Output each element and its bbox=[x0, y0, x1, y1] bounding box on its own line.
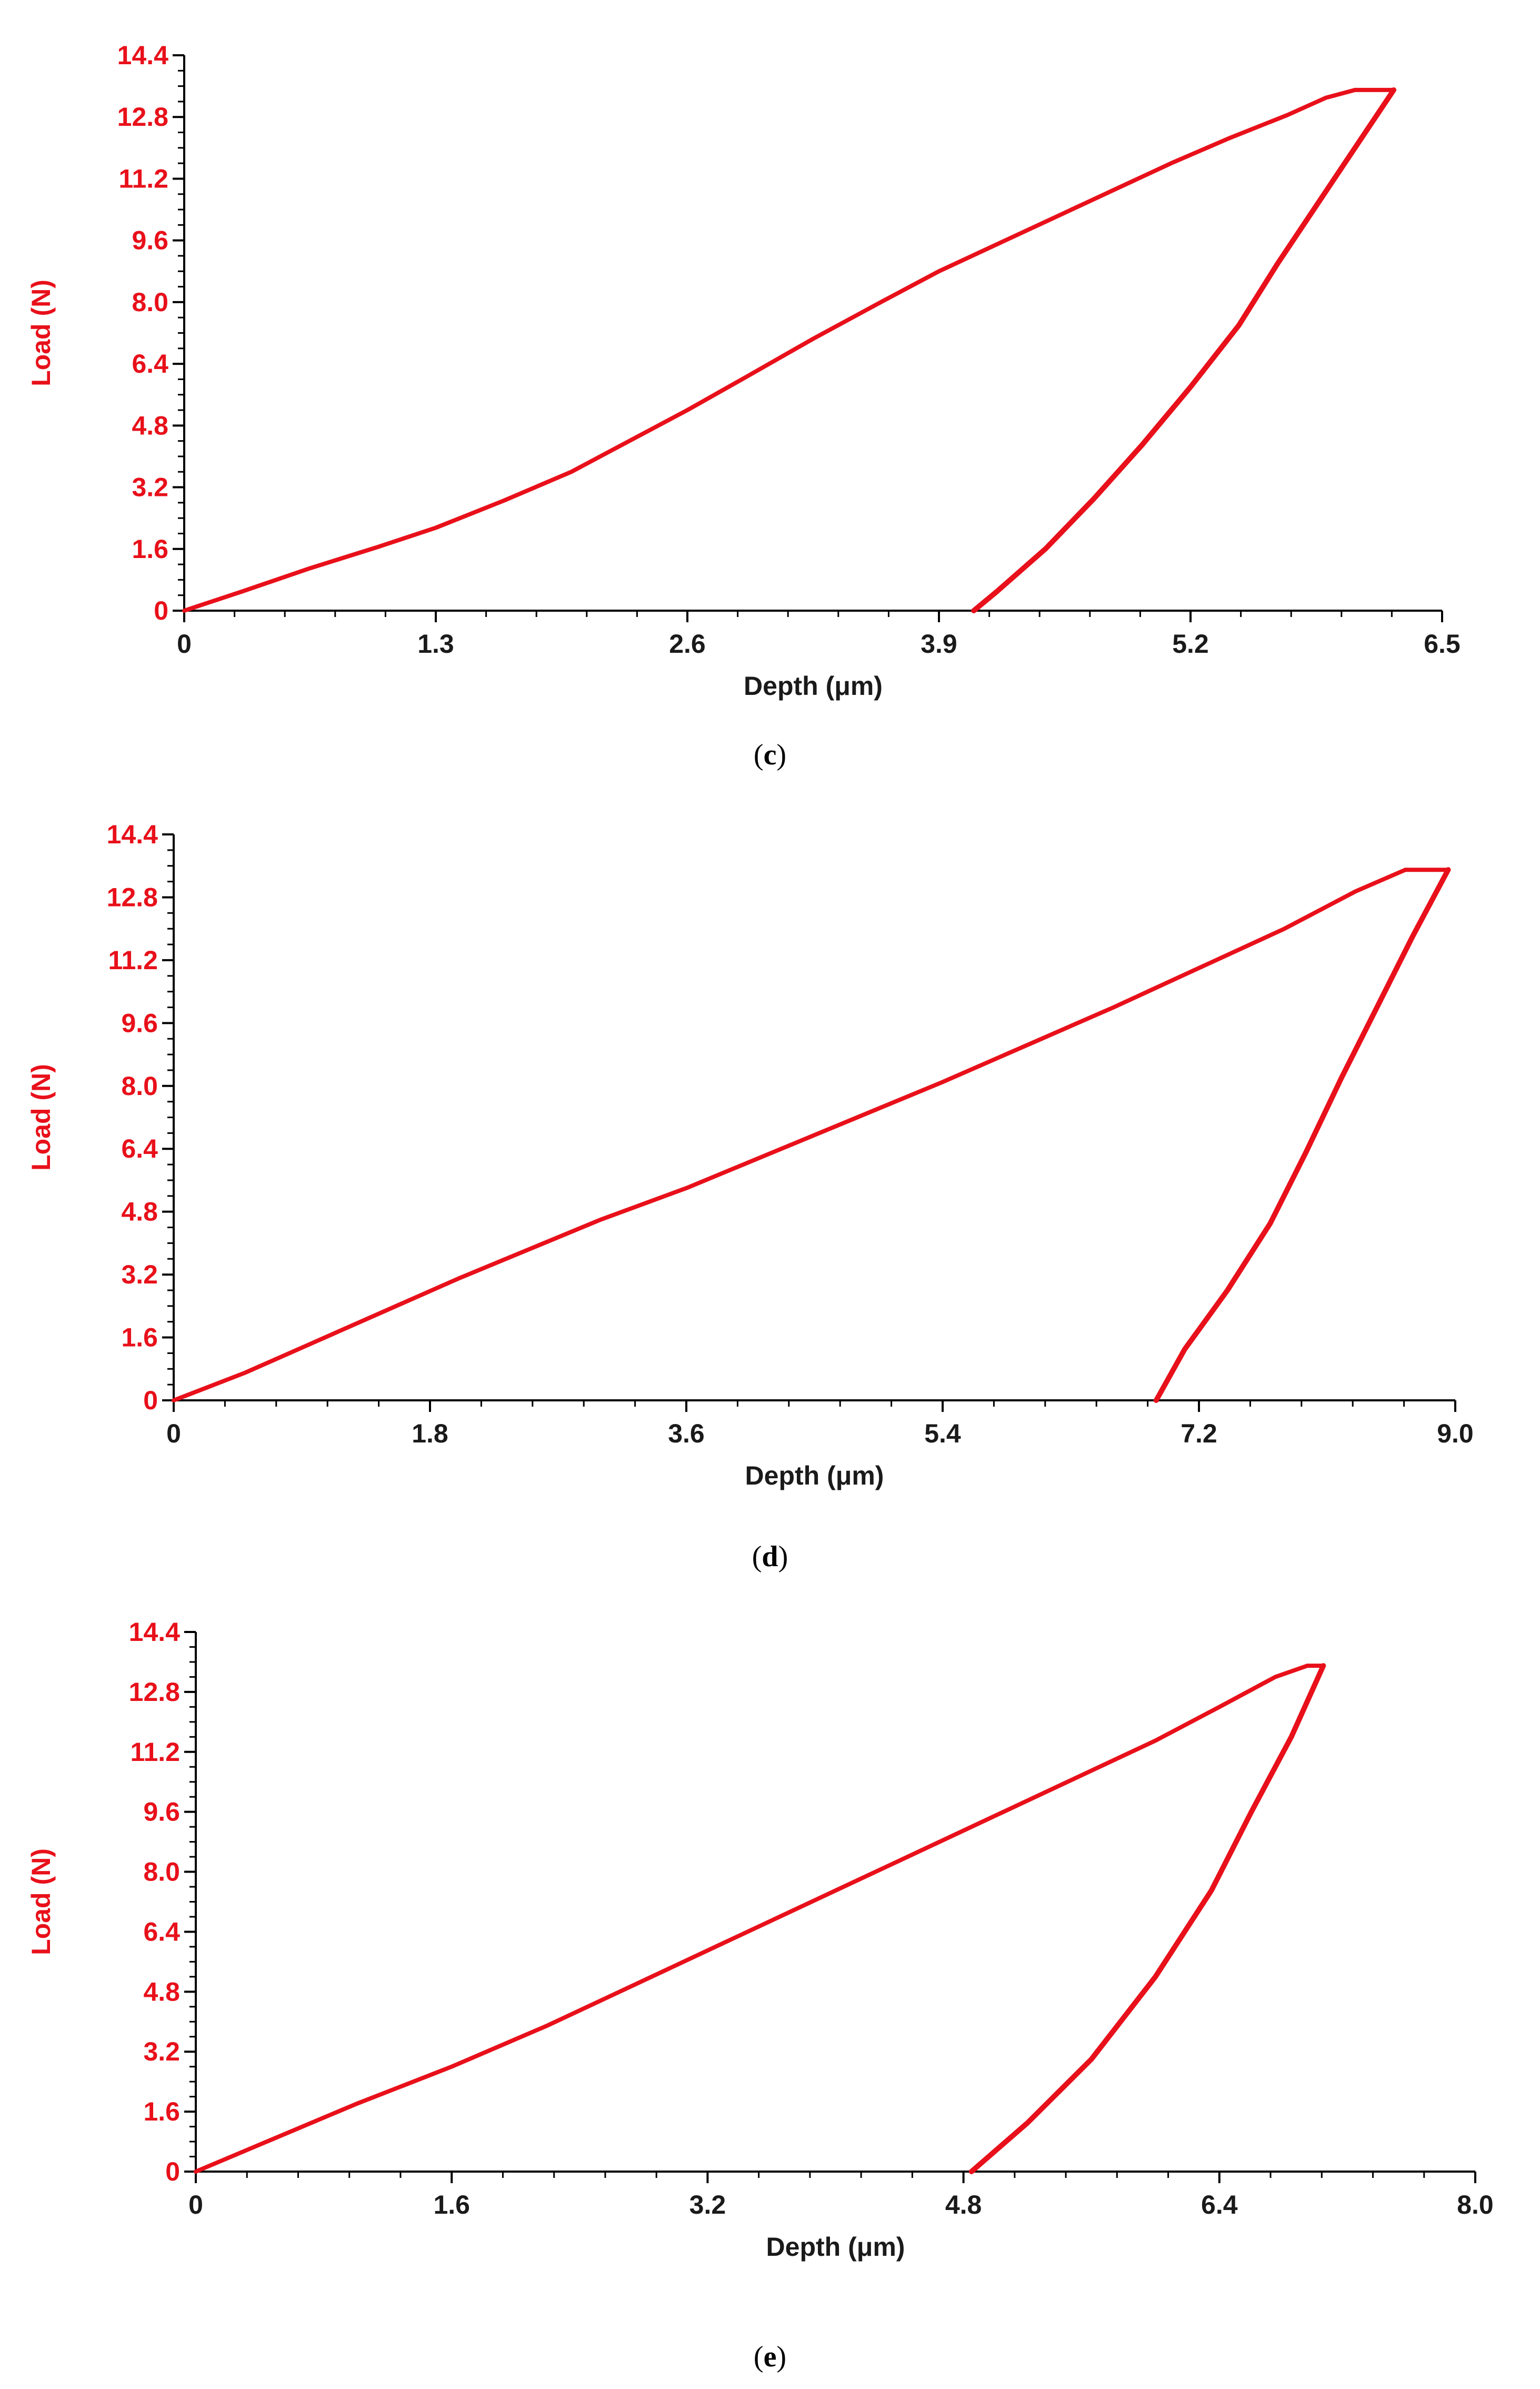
y-tick-label: 9.6 bbox=[121, 1008, 158, 1038]
x-axis-title: Depth (μm) bbox=[744, 671, 883, 701]
x-tick-label: 5.2 bbox=[1172, 629, 1209, 659]
x-tick-label: 2.6 bbox=[669, 629, 706, 659]
y-tick-label: 1.6 bbox=[143, 2097, 180, 2126]
x-tick-label: 1.8 bbox=[412, 1419, 448, 1448]
y-tick-label: 1.6 bbox=[121, 1323, 158, 1352]
y-tick-label: 12.8 bbox=[129, 1677, 180, 1707]
y-tick-label: 8.0 bbox=[132, 287, 168, 317]
y-tick-label: 11.2 bbox=[118, 164, 168, 193]
y-tick-label: 6.4 bbox=[121, 1134, 158, 1163]
x-tick-label: 6.4 bbox=[1201, 2190, 1238, 2219]
series-line-loading bbox=[172, 868, 1408, 1402]
x-tick-label: 3.2 bbox=[689, 2190, 726, 2219]
series-line-loading bbox=[194, 1664, 1309, 2174]
panel-caption: (d) bbox=[752, 1540, 788, 1573]
x-tick-label: 1.3 bbox=[417, 629, 454, 659]
x-tick-label: 3.6 bbox=[668, 1419, 705, 1448]
x-tick-label: 0 bbox=[166, 1419, 181, 1448]
y-tick-label: 6.4 bbox=[143, 1917, 180, 1946]
series-line-unloading bbox=[1153, 867, 1451, 1403]
x-tick-label: 6.5 bbox=[1424, 629, 1461, 659]
series-line-loading bbox=[182, 87, 1357, 613]
x-tick-label: 7.2 bbox=[1181, 1419, 1217, 1448]
y-tick-label: 14.4 bbox=[129, 1617, 181, 1647]
y-axis-title: Load (N) bbox=[26, 1064, 56, 1171]
y-tick-label: 14.4 bbox=[107, 820, 158, 849]
panel-caption: (e) bbox=[754, 2341, 786, 2373]
y-tick-label: 0 bbox=[143, 1386, 158, 1415]
x-axis-title: Depth (μm) bbox=[766, 2232, 905, 2262]
y-axis-title: Load (N) bbox=[26, 280, 56, 386]
y-tick-label: 8.0 bbox=[143, 1857, 180, 1887]
y-axis-title: Load (N) bbox=[26, 1848, 56, 1955]
x-tick-label: 5.4 bbox=[924, 1419, 961, 1448]
chart-panel-e: 0 1.6 3.2 4.8 6.4 8.0 0 1.6 3.2 4.8 6.4 8.0 9.6 11.2 1… bbox=[26, 1617, 1494, 2373]
y-tick-label: 9.6 bbox=[143, 1797, 180, 1827]
y-tick-label: 9.6 bbox=[132, 226, 168, 255]
y-tick-label: 4.8 bbox=[121, 1197, 158, 1227]
y-tick-label: 3.2 bbox=[132, 473, 168, 502]
panel-caption: (c) bbox=[754, 739, 786, 771]
x-tick-label: 4.8 bbox=[945, 2190, 982, 2219]
x-tick-label: 0 bbox=[177, 629, 192, 659]
y-tick-label: 0 bbox=[154, 596, 168, 625]
y-tick-label: 11.2 bbox=[108, 945, 158, 975]
chart-panel-d: 0 1.8 3.6 5.4 7.2 9.0 0 1.6 3.2 4.8 6.4 8.0 9.6 11.2 1… bbox=[26, 820, 1474, 1573]
y-tick-label: 1.6 bbox=[132, 534, 168, 564]
y-tick-label: 6.4 bbox=[132, 349, 168, 379]
y-tick-label: 12.8 bbox=[107, 882, 158, 912]
y-tick-label: 3.2 bbox=[143, 2037, 180, 2066]
y-tick-label: 4.8 bbox=[132, 411, 168, 440]
chart-panel-c: 0 1.3 2.6 3.9 5.2 6.5 0 1.6 3.2 4.8 6.4 8.0 9.6 11.2 1… bbox=[26, 41, 1461, 771]
y-tick-label: 4.8 bbox=[143, 1977, 180, 2006]
x-tick-label: 0 bbox=[188, 2190, 203, 2219]
x-axis-title: Depth (μm) bbox=[745, 1461, 884, 1490]
y-tick-label: 3.2 bbox=[121, 1260, 158, 1289]
series-line-unloading bbox=[968, 1663, 1326, 2174]
y-tick-label: 14.4 bbox=[117, 41, 169, 70]
x-tick-label: 3.9 bbox=[921, 629, 957, 659]
y-tick-label: 12.8 bbox=[117, 102, 168, 132]
x-tick-label: 9.0 bbox=[1437, 1419, 1474, 1448]
series-line-unloading bbox=[971, 87, 1397, 613]
y-tick-label: 8.0 bbox=[121, 1071, 158, 1101]
x-tick-label: 8.0 bbox=[1457, 2190, 1494, 2219]
x-tick-label: 1.6 bbox=[433, 2190, 470, 2219]
y-tick-label: 0 bbox=[165, 2157, 180, 2186]
y-tick-label: 11.2 bbox=[130, 1737, 180, 1767]
